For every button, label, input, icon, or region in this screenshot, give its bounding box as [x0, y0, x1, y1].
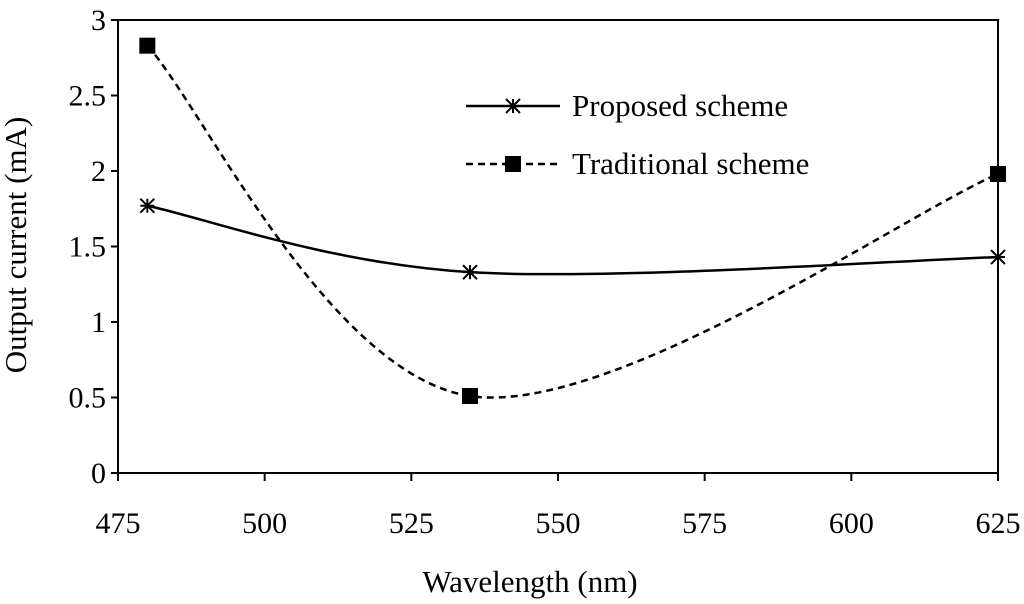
asterisk-marker [462, 264, 478, 280]
y-axis-title: Output current (mA) [0, 117, 33, 374]
x-tick-label: 550 [536, 507, 581, 540]
y-tick-label: 2 [91, 155, 106, 188]
square-marker [462, 387, 478, 404]
x-axis-title: Wavelength (nm) [422, 564, 637, 599]
y-tick-label: 0 [91, 457, 106, 490]
y-axis-ticks: 0 0.5 1 1.5 2 2.5 3 [69, 4, 118, 490]
square-marker [505, 156, 521, 172]
series-line [147, 204, 999, 276]
x-tick-label: 500 [242, 507, 287, 540]
asterisk-marker [139, 198, 156, 214]
y-tick-label: 1.5 [69, 231, 107, 264]
x-tick-label: 600 [829, 507, 874, 540]
y-tick-label: 1 [91, 306, 106, 339]
x-tick-label: 575 [682, 507, 727, 540]
legend-label: Traditional scheme [572, 146, 809, 181]
x-tick-label: 475 [96, 507, 141, 540]
y-tick-label: 3 [91, 4, 106, 37]
square-marker [990, 166, 1006, 183]
asterisk-marker [505, 98, 521, 114]
square-marker [139, 37, 156, 54]
series-proposed-scheme [139, 198, 1006, 280]
legend-entry: Proposed scheme [466, 88, 788, 123]
series-line [146, 44, 999, 399]
x-axis-ticks: 475 500 525 550 575 600 625 [96, 473, 1021, 540]
x-tick-label: 625 [976, 507, 1021, 540]
y-tick-label: 0.5 [69, 382, 107, 415]
asterisk-marker [990, 249, 1006, 265]
legend-entry: Traditional scheme [466, 146, 809, 181]
y-tick-label: 2.5 [69, 80, 107, 113]
series-traditional-scheme [139, 37, 1006, 404]
series-layer [139, 37, 1006, 404]
legend-label: Proposed scheme [572, 88, 788, 123]
x-tick-label: 525 [389, 507, 434, 540]
legend: Proposed scheme Traditional scheme [466, 88, 809, 181]
